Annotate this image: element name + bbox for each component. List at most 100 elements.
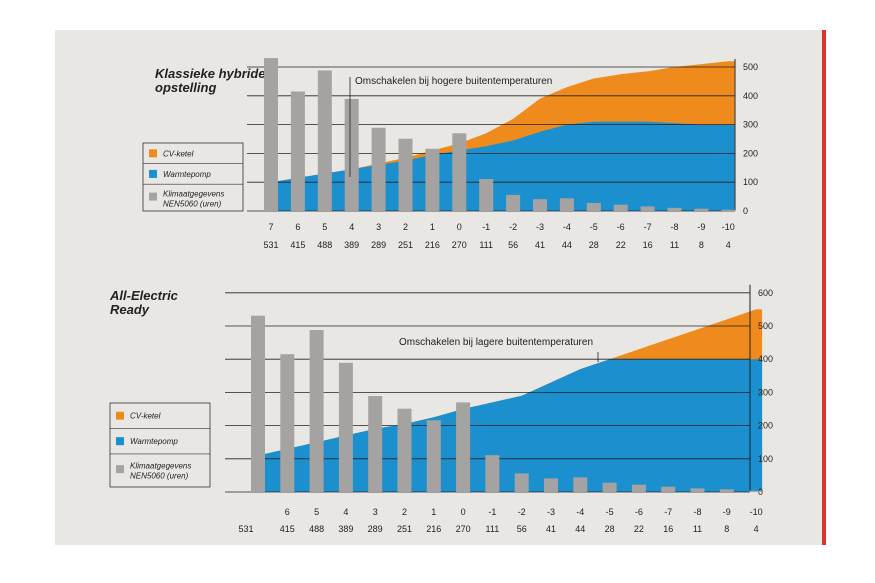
klimaat-bar [479,179,494,211]
x-hours-label: 11 [693,524,702,534]
klimaat-bar [544,478,558,492]
x-temperature-label: 1 [430,222,435,232]
klimaat-bar [317,70,332,212]
x-hours-label: 389 [338,524,353,534]
x-temperature-label: 4 [343,507,348,517]
x-hours-label: 41 [535,240,545,250]
klimaat-bar [452,133,467,211]
x-hours-label: 56 [508,240,518,250]
klimaat-bar [280,354,295,492]
y-tick-label: 100 [743,177,758,187]
x-temperature-label: 3 [373,507,378,517]
x-temperature-label: -7 [664,507,672,517]
x-hours-label: 531 [238,524,253,534]
x-hours-label: 56 [517,524,527,534]
legend-klimaat-sub: NEN5060 (uren) [163,200,222,209]
klimaat-bar [719,489,734,492]
chart-title: Ready [110,302,150,317]
klimaat-bar [264,58,278,212]
klimaat-bar [667,207,682,211]
x-temperature-label: -8 [670,222,678,232]
x-hours-label: 488 [309,524,324,534]
x-temperature-label: 4 [349,222,354,232]
y-tick-label: 200 [743,148,758,158]
y-tick-label: 300 [743,120,758,130]
x-hours-label: 4 [754,524,759,534]
legend-box [142,142,244,212]
x-hours-label: 28 [605,524,615,534]
legend-cv-ketel: CV-ketel [163,149,194,158]
x-temperature-label: -5 [590,222,598,232]
warmtepomp-area [271,121,735,211]
klimaat-bar [613,204,628,211]
klimaat-bar [338,362,353,492]
klimaat-bar [251,315,265,492]
y-tick-label: 400 [758,354,773,364]
x-hours-label: 44 [562,240,572,250]
x-hours-label: 488 [317,240,332,250]
x-hours-label: 22 [634,524,644,534]
x-hours-label: 389 [344,240,359,250]
x-hours-label: 111 [479,240,493,250]
chart-title: opstelling [155,80,216,95]
x-temperature-label: -9 [723,507,731,517]
x-hours-label: 531 [263,240,278,250]
x-temperature-label: -2 [518,507,526,517]
x-temperature-label: -6 [617,222,625,232]
x-hours-label: 216 [426,524,441,534]
x-hours-label: 251 [398,240,413,250]
x-temperature-label: -3 [536,222,544,232]
x-hours-label: 8 [699,240,704,250]
x-hours-label: 270 [452,240,467,250]
klimaat-bar [559,198,574,211]
x-hours-label: 44 [575,524,585,534]
switch-annotation: Omschakelen bij hogere buitentemperature… [355,76,552,87]
x-temperature-label: 3 [376,222,381,232]
klimaat-bar [309,329,324,492]
legend-swatch [149,169,157,178]
x-hours-label: 8 [724,524,729,534]
x-temperature-label: -10 [750,507,763,517]
klimaat-bar [631,484,646,492]
y-tick-label: 500 [743,62,758,72]
chart-title: All-Electric [109,288,179,303]
x-temperature-label: -8 [693,507,701,517]
x-hours-label: 16 [643,240,653,250]
chart-title: Klassieke hybride [155,66,266,81]
x-temperature-label: -6 [635,507,643,517]
y-tick-label: 600 [758,288,773,298]
legend-klimaat: Klimaatgegevens [130,462,191,471]
y-tick-label: 300 [758,387,773,397]
klimaat-bar [398,138,413,211]
klimaat-bar [573,477,588,492]
klimaat-bar [690,488,705,492]
x-hours-label: 270 [456,524,471,534]
x-hours-label: 251 [397,524,412,534]
x-hours-label: 41 [546,524,556,534]
x-temperature-label: -10 [722,222,735,232]
x-hours-label: 216 [425,240,440,250]
klimaat-bar [344,98,359,211]
klimaat-bar [485,455,500,492]
x-hours-label: 111 [486,524,500,534]
klimaat-bar [602,482,617,492]
x-temperature-label: -2 [509,222,517,232]
klimaat-bar [425,148,440,211]
page-edge [822,30,826,545]
x-temperature-label: 1 [431,507,436,517]
legend-swatch [116,411,124,420]
legend-swatch [149,149,157,158]
klimaat-bar [749,490,764,492]
klimaat-bar [694,208,709,211]
y-tick-label: 100 [758,454,773,464]
x-hours-label: 4 [726,240,731,250]
x-hours-label: 289 [371,240,386,250]
x-hours-label: 415 [290,240,305,250]
klimaat-bar [371,127,386,211]
x-temperature-label: -1 [482,222,490,232]
x-temperature-label: 7 [268,222,273,232]
x-temperature-label: 2 [403,222,408,232]
x-temperature-label: 5 [322,222,327,232]
switch-annotation: Omschakelen bij lagere buitentemperature… [399,337,593,348]
x-temperature-label: -4 [563,222,571,232]
